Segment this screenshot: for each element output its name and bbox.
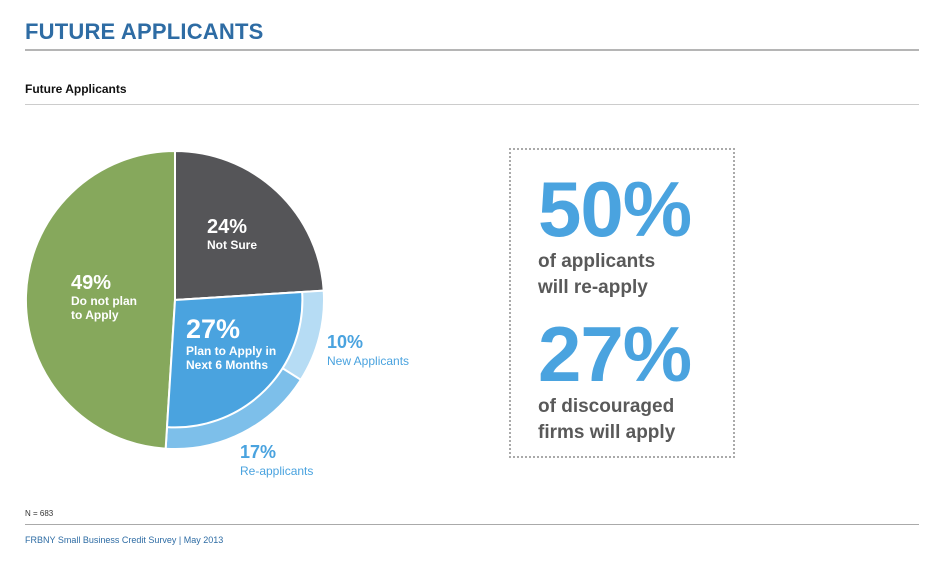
slice-label-new-applicants: 10% New Applicants bbox=[327, 332, 409, 368]
slice-desc: Not Sure bbox=[207, 238, 258, 252]
slice-pct: 27% bbox=[186, 314, 241, 344]
slice-not-sure bbox=[174, 150, 325, 301]
title-divider bbox=[25, 49, 919, 51]
slice-label-not-sure: 24% Not Sure bbox=[207, 216, 257, 253]
slice-desc: Re-applicants bbox=[240, 463, 314, 478]
slice-label-plan-to-apply: 27% Plan to Apply in Next 6 Months bbox=[186, 314, 276, 373]
stat-value: 50% bbox=[538, 165, 692, 253]
sample-size-note: N = 683 bbox=[25, 509, 54, 518]
slice-pct: 49% bbox=[71, 272, 112, 294]
stat-discouraged: 27% of discouraged firms will apply bbox=[538, 310, 692, 445]
slice-pct: 10% bbox=[327, 332, 364, 352]
page-title: FUTURE APPLICANTS bbox=[25, 19, 264, 44]
key-stats-box: 50% of applicants will re-apply 27% of d… bbox=[509, 148, 735, 458]
stat-text: of applicants will re-apply bbox=[538, 251, 656, 298]
stat-text: of discouraged firms will apply bbox=[538, 396, 676, 443]
slice-desc: Do not plan to Apply bbox=[71, 294, 137, 322]
stat-value: 27% bbox=[538, 310, 692, 398]
chart-title-divider bbox=[25, 104, 919, 105]
chart-title: Future Applicants bbox=[25, 82, 127, 96]
slice-plan-to-apply-group bbox=[166, 291, 304, 429]
footer-source: FRBNY Small Business Credit Survey | May… bbox=[25, 535, 224, 545]
slice-label-do-not-plan: 49% Do not plan to Apply bbox=[71, 272, 137, 323]
slice-desc: Plan to Apply in Next 6 Months bbox=[186, 344, 277, 372]
slice-pct: 17% bbox=[240, 442, 277, 462]
slice-label-re-applicants: 17% Re-applicants bbox=[240, 442, 313, 478]
footer-divider bbox=[25, 524, 919, 525]
slice-pct: 24% bbox=[207, 216, 248, 238]
stat-reapply: 50% of applicants will re-apply bbox=[538, 165, 692, 300]
slice-do-not-plan bbox=[25, 150, 176, 450]
slice-desc: New Applicants bbox=[327, 353, 410, 368]
